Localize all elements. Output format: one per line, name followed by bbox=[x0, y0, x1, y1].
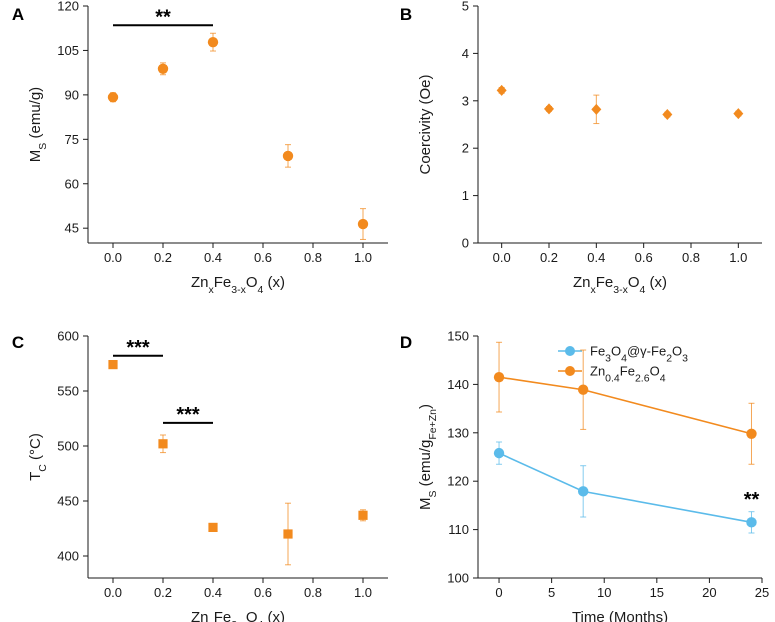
y-tick-label: 130 bbox=[447, 425, 469, 440]
data-point bbox=[746, 428, 757, 439]
significance-label: ** bbox=[744, 489, 760, 511]
data-point bbox=[591, 103, 602, 115]
data-point bbox=[208, 522, 218, 532]
significance-label: *** bbox=[126, 337, 150, 359]
x-tick-label: 0.0 bbox=[493, 250, 511, 265]
x-tick-label: 25 bbox=[755, 585, 769, 600]
panel-label: D bbox=[400, 333, 412, 352]
data-point bbox=[493, 447, 505, 459]
x-axis-label: Time (Months) bbox=[572, 609, 668, 622]
y-tick-label: 105 bbox=[57, 43, 79, 58]
data-point bbox=[733, 108, 744, 120]
x-tick-label: 0.2 bbox=[154, 585, 172, 600]
data-point bbox=[282, 150, 294, 162]
x-tick-label: 0.2 bbox=[540, 250, 558, 265]
x-tick-label: 0.8 bbox=[304, 250, 322, 265]
x-axis-label: ZnxFe3-xO4 (x) bbox=[191, 274, 285, 296]
x-tick-label: 0.6 bbox=[635, 250, 653, 265]
x-tick-label: 10 bbox=[597, 585, 611, 600]
x-tick-label: 5 bbox=[548, 585, 555, 600]
legend-label: Zn0.4Fe2.6O4 bbox=[590, 364, 666, 385]
x-axis-label: ZnxFe3-xO4 (x) bbox=[191, 609, 285, 622]
y-tick-label: 110 bbox=[448, 522, 469, 537]
x-tick-label: 0.0 bbox=[104, 585, 122, 600]
data-point bbox=[108, 360, 118, 370]
y-tick-label: 140 bbox=[447, 377, 469, 392]
x-tick-label: 1.0 bbox=[354, 250, 372, 265]
x-tick-label: 0.4 bbox=[204, 585, 222, 600]
y-tick-label: 60 bbox=[65, 176, 79, 191]
data-point bbox=[283, 529, 293, 539]
x-tick-label: 15 bbox=[650, 585, 664, 600]
data-point bbox=[158, 439, 168, 449]
y-axis-label: TC (°C) bbox=[27, 433, 49, 481]
y-tick-label: 5 bbox=[462, 0, 469, 14]
y-tick-label: 0 bbox=[462, 236, 469, 251]
x-tick-label: 1.0 bbox=[729, 250, 747, 265]
y-tick-label: 90 bbox=[65, 87, 79, 102]
data-point bbox=[157, 63, 169, 75]
data-point bbox=[358, 510, 368, 520]
series-line bbox=[498, 376, 752, 435]
panel-b: B 0.0 0.2 0.4 0.6 0.8 1.0 0 1 2 3 4 5 ZnxFe3-xO4 (x) C… bbox=[400, 0, 762, 296]
data-point bbox=[207, 36, 219, 48]
significance-label: ** bbox=[155, 6, 171, 28]
legend-label: Fe3O4@γ-Fe2O3 bbox=[590, 344, 688, 365]
y-tick-label: 120 bbox=[447, 474, 469, 489]
panel-a: A 0.0 0.2 0.4 0.6 0.8 1.0 45 60 75 90 105 120 ZnxFe3-… bbox=[12, 0, 388, 296]
data-point bbox=[107, 92, 119, 103]
y-tick-label: 150 bbox=[447, 329, 469, 344]
x-tick-label: 20 bbox=[702, 585, 716, 600]
panel-label: A bbox=[12, 5, 24, 24]
legend-marker bbox=[565, 346, 575, 356]
legend-marker bbox=[565, 366, 575, 376]
data-point bbox=[544, 103, 554, 115]
y-tick-label: 2 bbox=[462, 141, 469, 156]
y-tick-label: 450 bbox=[57, 494, 79, 509]
panel-d: D 0 5 10 15 20 25 100 110 120 130 140 150 Time (Month… bbox=[400, 329, 769, 622]
data-point bbox=[496, 84, 507, 96]
data-point bbox=[746, 517, 757, 528]
panel-label: B bbox=[400, 5, 412, 24]
y-axis-label: MS (emu/gFe+Zn) bbox=[417, 404, 439, 510]
y-tick-label: 1 bbox=[462, 188, 469, 203]
data-point bbox=[577, 486, 589, 497]
x-tick-label: 0.4 bbox=[204, 250, 222, 265]
x-tick-label: 1.0 bbox=[354, 585, 372, 600]
y-tick-label: 550 bbox=[57, 384, 79, 399]
series-line bbox=[498, 452, 752, 524]
y-tick-label: 75 bbox=[65, 132, 79, 147]
y-tick-label: 500 bbox=[57, 439, 79, 454]
y-axis-label: MS (emu/g) bbox=[27, 87, 49, 162]
y-tick-label: 45 bbox=[65, 221, 79, 236]
data-point bbox=[577, 384, 589, 395]
panel-label: C bbox=[12, 333, 24, 352]
x-tick-label: 0.0 bbox=[104, 250, 122, 265]
y-axis-label: Coercivity (Oe) bbox=[417, 74, 434, 174]
data-point bbox=[493, 371, 505, 383]
data-point bbox=[357, 218, 369, 230]
y-tick-label: 400 bbox=[57, 549, 79, 564]
x-tick-label: 0.6 bbox=[254, 250, 272, 265]
x-tick-label: 0.2 bbox=[154, 250, 172, 265]
x-tick-label: 0.6 bbox=[254, 585, 272, 600]
y-tick-label: 100 bbox=[447, 571, 469, 586]
x-tick-label: 0.4 bbox=[587, 250, 605, 265]
significance-label: *** bbox=[176, 404, 200, 426]
panel-c: C 0.0 0.2 0.4 0.6 0.8 1.0 400 450 500 550 600 ZnxFe3… bbox=[12, 329, 388, 622]
x-axis-label: ZnxFe3-xO4 (x) bbox=[573, 274, 667, 296]
y-tick-label: 120 bbox=[57, 0, 79, 14]
y-tick-label: 600 bbox=[57, 329, 79, 344]
y-tick-label: 4 bbox=[462, 46, 469, 61]
x-tick-label: 0 bbox=[495, 585, 502, 600]
data-point bbox=[662, 109, 673, 121]
x-tick-label: 0.8 bbox=[304, 585, 322, 600]
x-tick-label: 0.8 bbox=[682, 250, 700, 265]
y-tick-label: 3 bbox=[462, 93, 469, 108]
